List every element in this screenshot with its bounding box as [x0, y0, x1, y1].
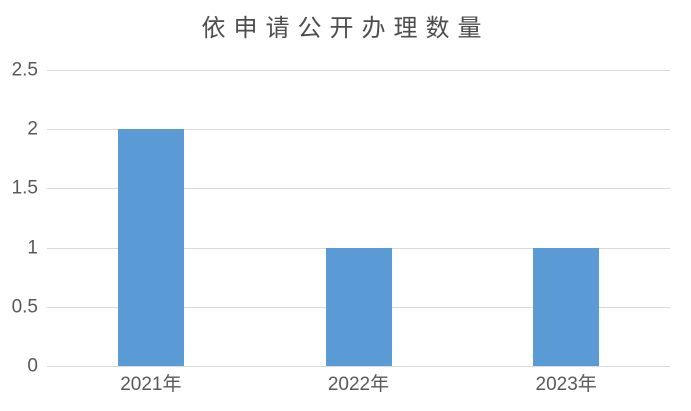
- bar-2023年: [533, 247, 600, 366]
- y-axis: 0 0.5 1 1.5 2 2.5: [0, 61, 38, 376]
- y-tick-label: 2: [27, 118, 38, 140]
- y-tick-label: 1: [27, 237, 38, 259]
- x-axis: 2021年 2022年 2023年: [47, 374, 670, 399]
- gridline: [47, 129, 670, 131]
- gridline: [47, 188, 670, 190]
- y-tick-label: 0: [27, 355, 38, 377]
- gridline: [47, 70, 670, 71]
- y-tick-label: 1.5: [11, 177, 38, 199]
- x-tick-label: 2023年: [535, 374, 597, 395]
- chart-title: 依申请公开办理数量: [201, 16, 490, 42]
- plot-area: [47, 70, 670, 367]
- bar-2021年: [117, 129, 184, 366]
- x-tick-label: 2022年: [327, 374, 390, 395]
- x-axis-line: [47, 366, 670, 367]
- y-tick-label: 0.5: [11, 296, 38, 318]
- bar-2022年: [325, 247, 392, 366]
- y-tick-label: 2.5: [11, 59, 38, 81]
- x-tick-label: 2021年: [120, 374, 182, 395]
